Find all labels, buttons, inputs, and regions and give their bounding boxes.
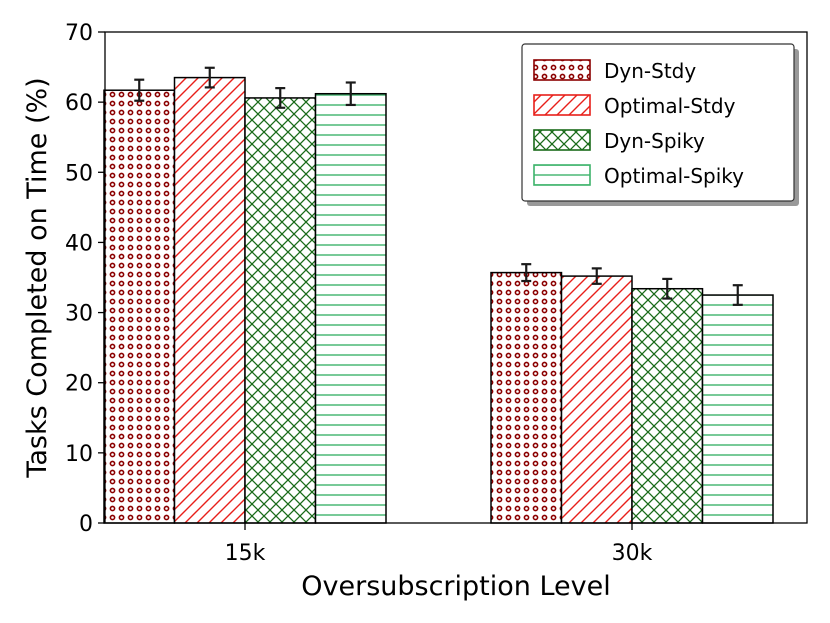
bar-optimal-spiky-30k (701, 294, 774, 524)
bar-optimal-spiky-15k (314, 92, 387, 524)
x-tick-label: 15k (225, 541, 266, 566)
x-tick-label: 30k (612, 541, 653, 566)
y-tick-label: 30 (65, 302, 93, 327)
legend-label-dyn-spiky: Dyn-Spiky (604, 129, 705, 153)
axes: 0 10 20 30 40 50 60 70 15k 30k (65, 21, 808, 566)
bar-optimal-stdy-15k (173, 76, 246, 524)
legend-swatch-dyn-stdy (533, 59, 591, 81)
legend-label-optimal-spiky: Optimal-Spiky (604, 164, 744, 188)
legend-label-optimal-stdy: Optimal-Stdy (604, 94, 736, 118)
axes-frame (104, 31, 808, 524)
y-tick-label: 0 (79, 512, 93, 537)
error-bar-optimal-stdy-30k (591, 267, 602, 285)
error-bar-dyn-spiky-15k (275, 87, 286, 109)
error-bar-dyn-stdy-30k (521, 263, 532, 283)
error-bar-optimal-stdy-15k (204, 66, 215, 89)
y-tick-label: 50 (65, 161, 93, 186)
legend-box (521, 43, 795, 202)
error-bar-dyn-stdy-15k (134, 78, 145, 102)
y-axis-label: Tasks Completed on Time (%) (22, 77, 53, 478)
legend: Dyn-Stdy Optimal-Stdy Dyn-Spiky Optimal-Spi… (521, 43, 799, 206)
error-bar-optimal-spiky-30k (732, 284, 743, 306)
plot-area (103, 66, 774, 524)
legend-label-dyn-stdy: Dyn-Stdy (604, 59, 696, 83)
y-tick-label: 60 (65, 91, 93, 116)
y-tick-label: 10 (65, 442, 93, 467)
bar-dyn-stdy-30k (490, 271, 563, 524)
legend-swatch-optimal-spiky (533, 164, 591, 186)
bar-optimal-stdy-30k (560, 275, 633, 524)
legend-swatch-optimal-stdy (533, 94, 591, 116)
bar-dyn-spiky-15k (244, 97, 317, 524)
bar-dyn-stdy-15k (103, 89, 176, 524)
error-bar-optimal-spiky-15k (345, 81, 356, 107)
legend-swatch-dyn-spiky (533, 129, 591, 151)
error-bar-dyn-spiky-30k (662, 277, 673, 300)
bar-dyn-spiky-30k (631, 287, 704, 524)
x-axis-label: Oversubscription Level (301, 571, 611, 602)
y-tick-label: 70 (65, 21, 93, 46)
y-tick-label: 40 (65, 231, 93, 256)
y-tick-label: 20 (65, 372, 93, 397)
